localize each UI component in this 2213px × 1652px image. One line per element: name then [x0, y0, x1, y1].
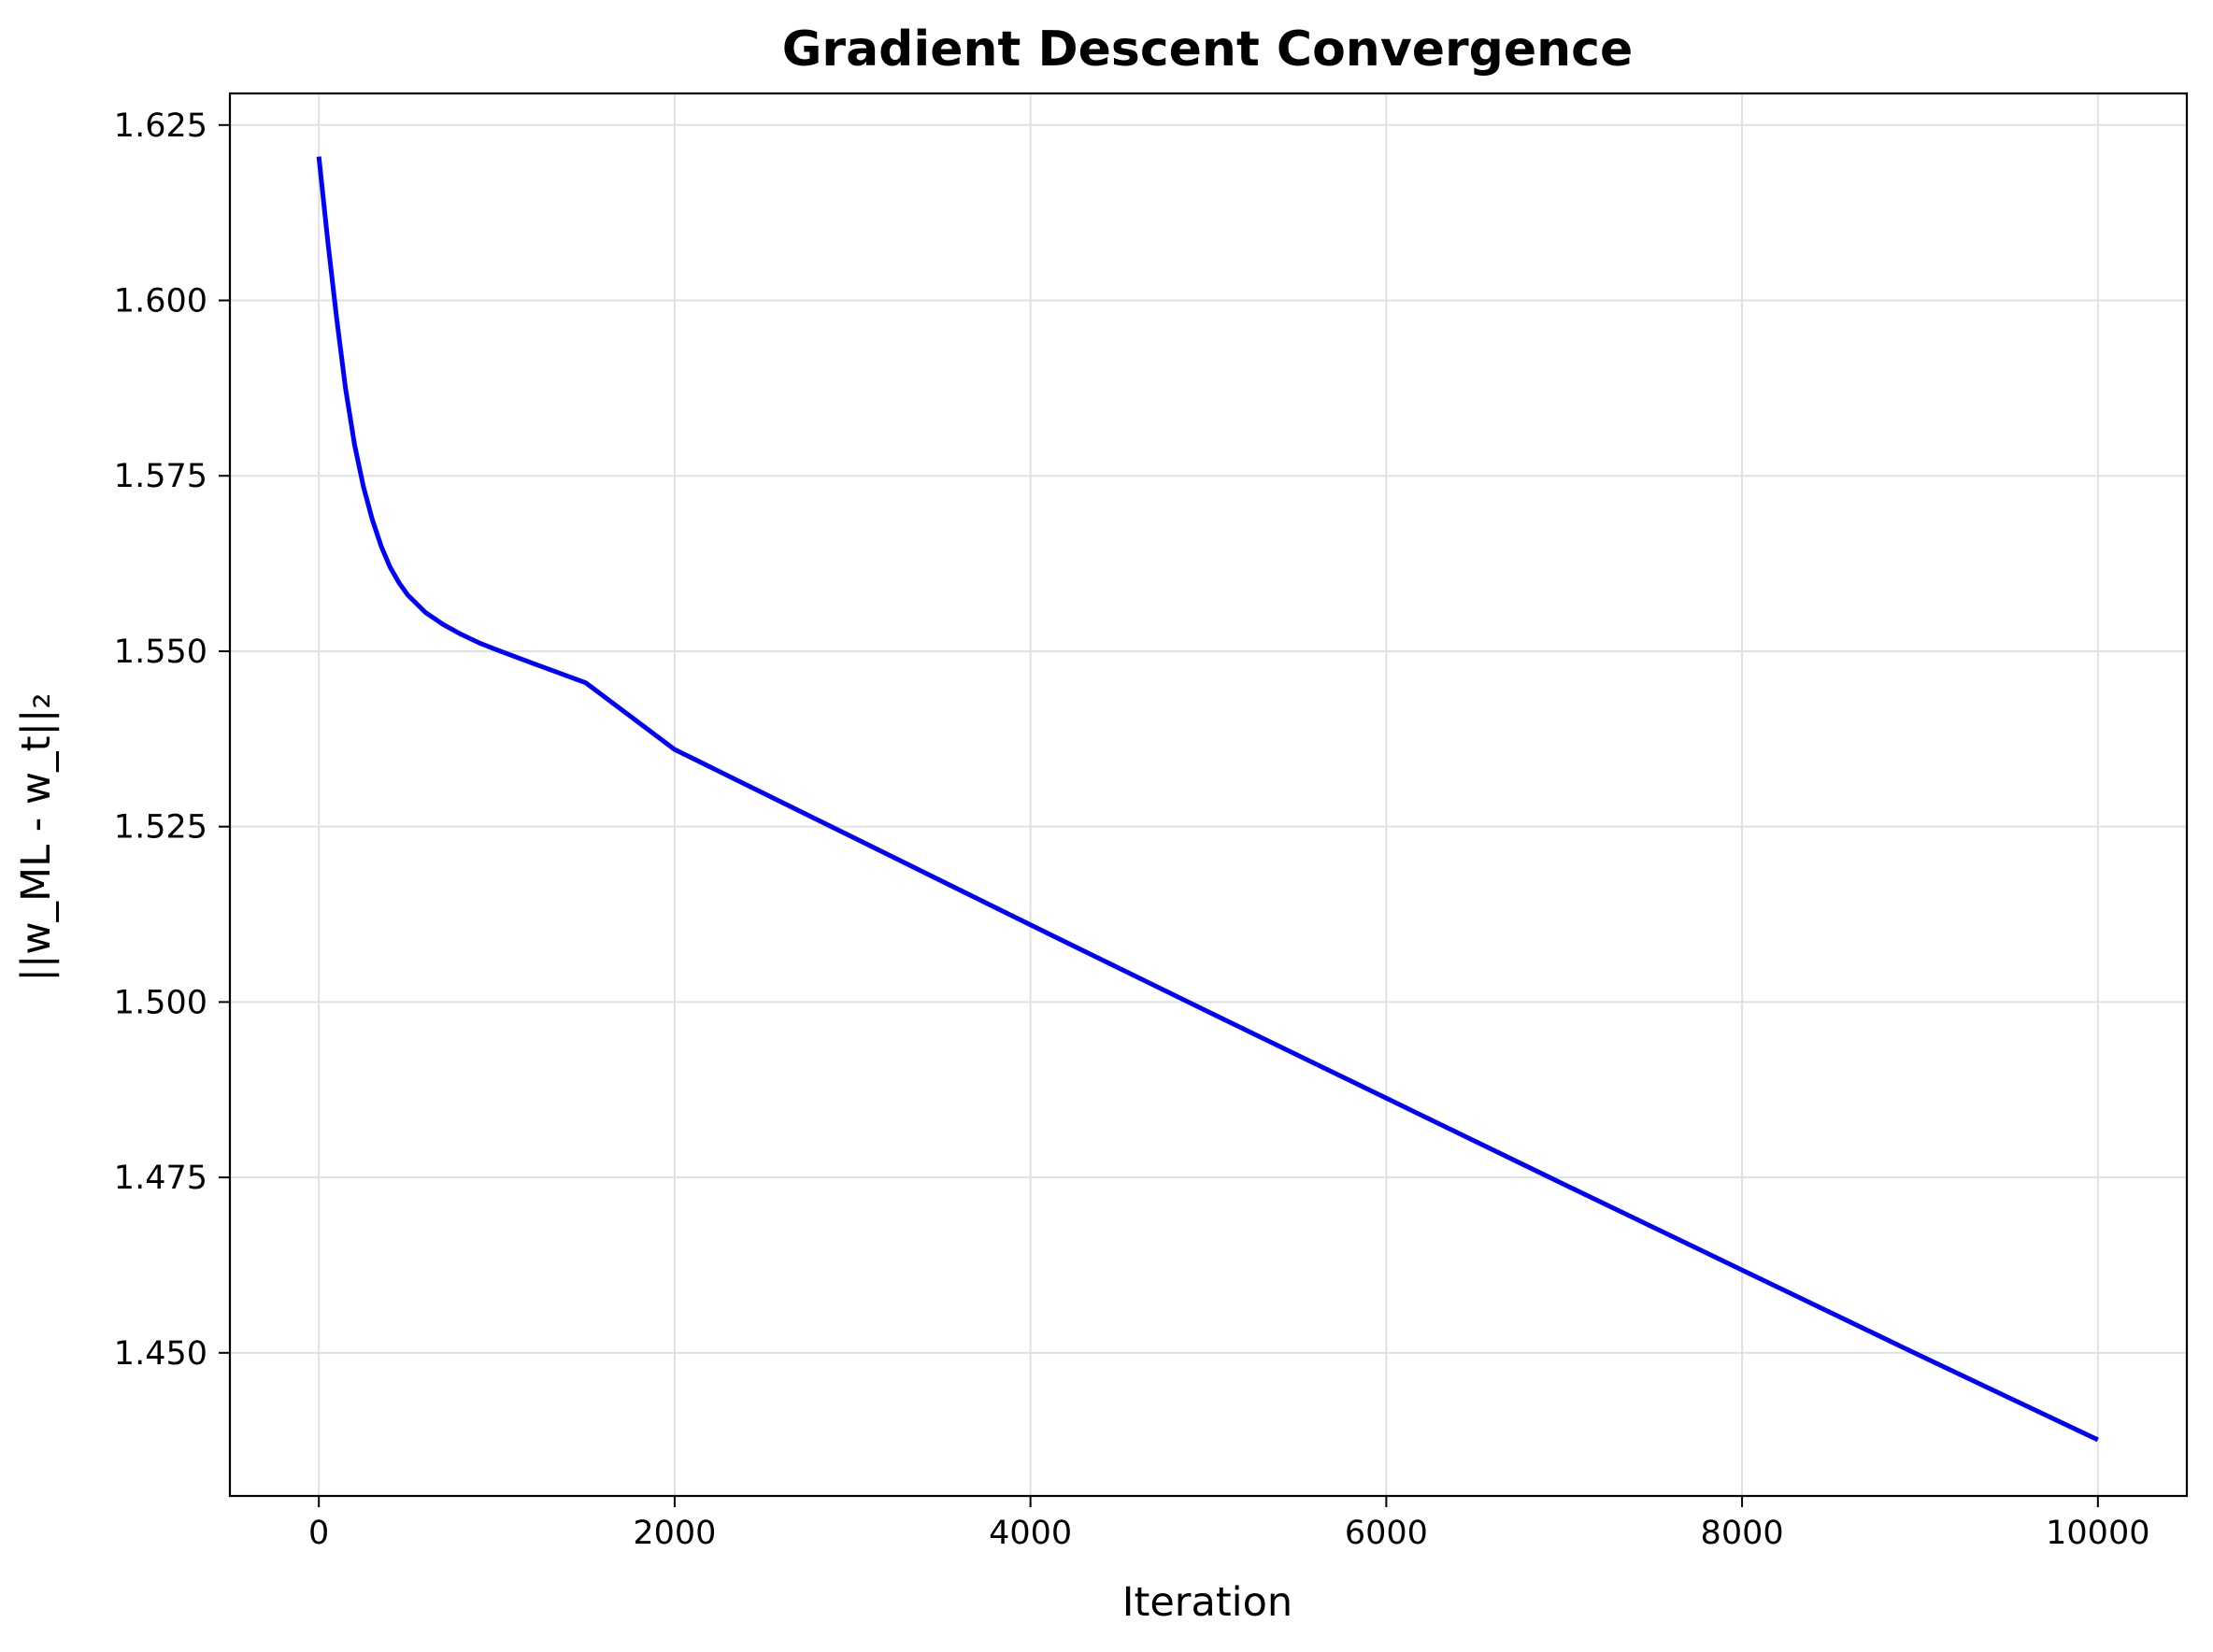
y-tick-label: 1.450 — [114, 1335, 207, 1373]
y-tick-label: 1.550 — [114, 634, 207, 671]
x-axis-ticks: 0 2000 4000 6000 8000 10000 — [308, 1496, 2149, 1552]
y-axis-ticks: 1.450 1.475 1.500 1.525 1.550 1.575 1.600 1.625 — [114, 107, 230, 1373]
x-tick-label: 2000 — [633, 1515, 716, 1552]
x-tick-label: 6000 — [1345, 1515, 1428, 1552]
y-tick-label: 1.625 — [114, 107, 207, 145]
x-tick-label: 0 — [308, 1515, 329, 1552]
x-tick-label: 8000 — [1701, 1515, 1784, 1552]
x-axis-label: Iteration — [1122, 1579, 1292, 1626]
y-tick-label: 1.575 — [114, 458, 207, 495]
series-layer — [316, 156, 2099, 1443]
x-tick-label: 4000 — [989, 1515, 1072, 1552]
grid — [230, 93, 2187, 1496]
chart-title: Gradient Descent Convergence — [782, 21, 1633, 78]
y-tick-label: 1.600 — [114, 283, 207, 320]
x-tick-label: 10000 — [2046, 1515, 2149, 1552]
series-line — [316, 156, 2099, 1443]
y-axis-label: ||w_ML - w_t||₂ — [13, 692, 60, 981]
y-tick-label: 1.500 — [114, 984, 207, 1021]
y-tick-label: 1.525 — [114, 809, 207, 847]
plot-frame — [228, 92, 2189, 1498]
y-tick-label: 1.475 — [114, 1160, 207, 1197]
